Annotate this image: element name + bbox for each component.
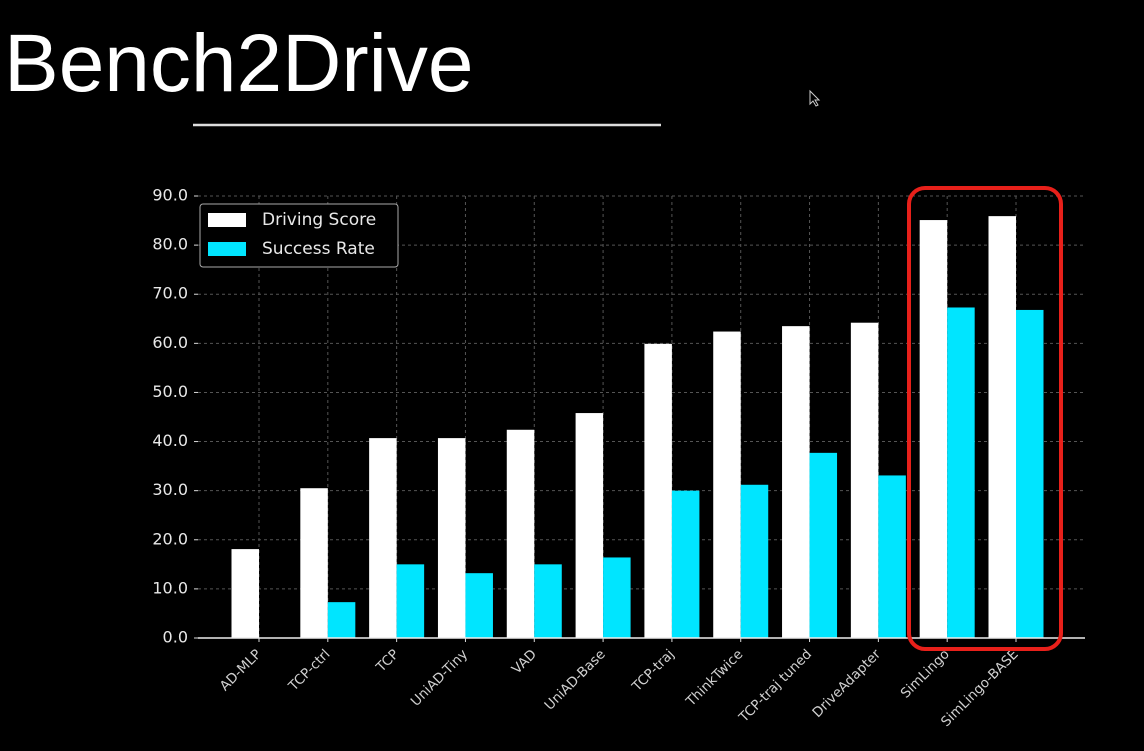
- bar: [671, 490, 700, 638]
- x-tick-label: TCP-ctrl: [285, 646, 334, 695]
- bar: [809, 452, 838, 638]
- bar: [534, 564, 562, 638]
- y-tick-label: 10.0: [152, 578, 188, 597]
- bar: [644, 343, 672, 638]
- bar: [947, 307, 975, 638]
- legend-swatch: [208, 213, 246, 227]
- x-tick-label: TCP: [373, 646, 403, 676]
- y-tick-label: 0.0: [163, 628, 188, 647]
- bar: [603, 557, 631, 638]
- y-tick-label: 40.0: [152, 431, 188, 450]
- x-tick-label: DriveAdapter: [809, 646, 884, 721]
- x-tick-label: ThinkTwice: [682, 646, 746, 710]
- mouse-cursor: [809, 89, 821, 107]
- bar: [327, 602, 356, 638]
- x-tick-label: VAD: [509, 646, 540, 677]
- legend-label: Success Rate: [262, 239, 375, 259]
- y-tick-label: 90.0: [152, 186, 188, 205]
- bar: [919, 220, 948, 638]
- bar: [782, 326, 810, 638]
- bar: [465, 573, 493, 638]
- bar: [878, 475, 906, 638]
- highlight-box: [907, 186, 1063, 651]
- bar: [988, 216, 1016, 638]
- bar: [506, 429, 535, 638]
- x-tick-label: TCP-traj: [628, 646, 677, 695]
- bar: [231, 549, 259, 638]
- x-tick-label: UniAD-Base: [542, 646, 609, 713]
- y-tick-label: 70.0: [152, 284, 188, 303]
- y-tick-label: 60.0: [152, 333, 188, 352]
- y-tick-label: 50.0: [152, 382, 188, 401]
- bar: [850, 322, 879, 638]
- bar: [437, 438, 466, 638]
- legend-swatch: [208, 242, 246, 256]
- bar: [396, 564, 425, 638]
- y-tick-label: 30.0: [152, 480, 188, 499]
- x-tick-label: SimLingo: [898, 646, 953, 701]
- slide-title: Bench2Drive: [4, 18, 473, 109]
- legend-label: Driving Score: [262, 210, 376, 230]
- y-tick-label: 80.0: [152, 235, 188, 254]
- x-tick-label: TCP-traj tuned: [735, 646, 815, 726]
- bar: [369, 438, 397, 638]
- x-tick-label: UniAD-Tiny: [408, 646, 471, 709]
- x-tick-label: AD-MLP: [217, 646, 265, 694]
- bar: [713, 331, 741, 638]
- bar: [740, 484, 769, 638]
- bar: [300, 488, 328, 638]
- legend-box: [199, 203, 399, 268]
- y-tick-label: 20.0: [152, 529, 188, 548]
- bar: [1016, 309, 1044, 638]
- bar: [575, 413, 604, 638]
